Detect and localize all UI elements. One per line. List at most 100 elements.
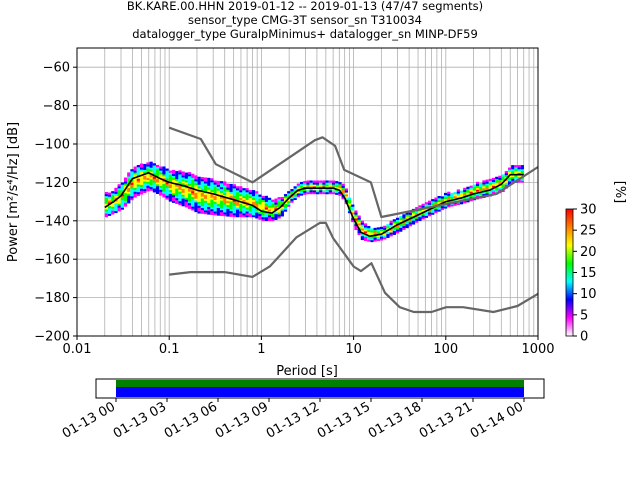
density-cell: [498, 175, 502, 178]
density-cell: [226, 185, 230, 188]
x-tick-label: 100: [433, 342, 458, 357]
density-cell: [178, 177, 182, 181]
density-cell: [315, 186, 320, 189]
density-cell: [232, 191, 236, 195]
density-cell: [127, 193, 131, 196]
density-cell: [139, 190, 144, 193]
density-cell: [261, 213, 265, 216]
density-cell: [341, 187, 345, 190]
density-cell: [152, 165, 156, 168]
density-cell: [229, 191, 233, 194]
density-cell: [136, 193, 140, 197]
density-cell: [290, 192, 294, 196]
density-cell: [274, 198, 278, 201]
density-cell: [171, 192, 176, 196]
density-cell: [274, 204, 278, 207]
density-cell: [127, 195, 131, 198]
density-cell: [152, 178, 156, 181]
density-cell: [383, 233, 387, 236]
density-cell: [149, 184, 153, 187]
density-cell: [120, 188, 124, 191]
density-cell: [479, 192, 483, 195]
density-cell: [239, 188, 243, 191]
density-cell: [219, 211, 224, 215]
density-cell: [162, 168, 166, 171]
density-cell: [226, 193, 230, 196]
density-cell: [207, 183, 211, 186]
density-cell: [216, 186, 220, 189]
density-cell: [293, 197, 297, 201]
density-cell: [424, 213, 428, 216]
density-cell: [287, 198, 291, 202]
density-cell: [171, 189, 176, 192]
density-cell: [466, 186, 470, 189]
density-cell: [303, 190, 307, 193]
density-cell: [194, 177, 198, 180]
density-cell: [149, 188, 153, 191]
density-cell: [373, 237, 377, 240]
density-cell: [229, 210, 233, 214]
density-cell: [520, 178, 524, 181]
density-cell: [159, 191, 163, 194]
density-cell: [181, 202, 185, 205]
density-cell: [165, 176, 169, 179]
density-cell: [312, 190, 316, 193]
density-cell: [255, 191, 259, 194]
density-cell: [181, 188, 185, 191]
density-cell: [143, 163, 147, 167]
density-cell: [187, 189, 192, 192]
density-cell: [280, 198, 284, 202]
density-cell: [315, 182, 320, 185]
density-cell: [495, 182, 499, 185]
density-cell: [239, 211, 243, 214]
density-cell: [191, 196, 195, 199]
density-cell: [136, 168, 140, 172]
density-cell: [226, 187, 230, 190]
density-cell: [482, 191, 486, 195]
density-cell: [229, 212, 233, 215]
density-cell: [120, 201, 124, 204]
density-cell: [146, 177, 150, 180]
density-cell: [453, 203, 457, 206]
y-tick-label: −120: [34, 176, 70, 191]
density-cell: [255, 193, 259, 196]
density-cell: [171, 200, 176, 203]
density-cell: [111, 191, 115, 194]
density-cell: [223, 214, 227, 217]
density-cell: [341, 191, 345, 194]
density-cell: [152, 188, 156, 191]
density-cell: [459, 202, 464, 205]
density-cell: [213, 211, 217, 214]
density-cell: [104, 215, 108, 218]
density-cell: [306, 190, 310, 193]
density-cell: [309, 186, 313, 189]
density-cell: [104, 197, 108, 200]
density-cell: [133, 193, 137, 196]
density-cell: [415, 212, 419, 216]
density-cell: [187, 191, 192, 194]
density-cell: [357, 215, 361, 218]
density-cell: [283, 195, 288, 199]
density-cell: [117, 184, 121, 187]
density-cell: [482, 184, 486, 187]
density-cell: [139, 173, 144, 176]
density-cell: [488, 182, 492, 185]
density-cell: [440, 198, 444, 201]
density-cell: [507, 182, 512, 186]
density-cell: [290, 189, 294, 192]
density-cell: [175, 184, 179, 187]
density-cell: [155, 172, 160, 175]
density-cell: [277, 212, 281, 215]
density-cell: [136, 172, 140, 175]
density-cell: [363, 223, 368, 226]
density-cell: [328, 186, 332, 189]
density-cell: [178, 185, 182, 188]
density-cell: [325, 184, 329, 187]
density-cell: [354, 227, 358, 230]
density-cell: [171, 196, 176, 200]
density-cell: [235, 201, 240, 204]
density-cell: [392, 219, 396, 222]
density-cell: [226, 183, 230, 186]
density-cell: [287, 195, 291, 198]
density-cell: [139, 180, 144, 184]
